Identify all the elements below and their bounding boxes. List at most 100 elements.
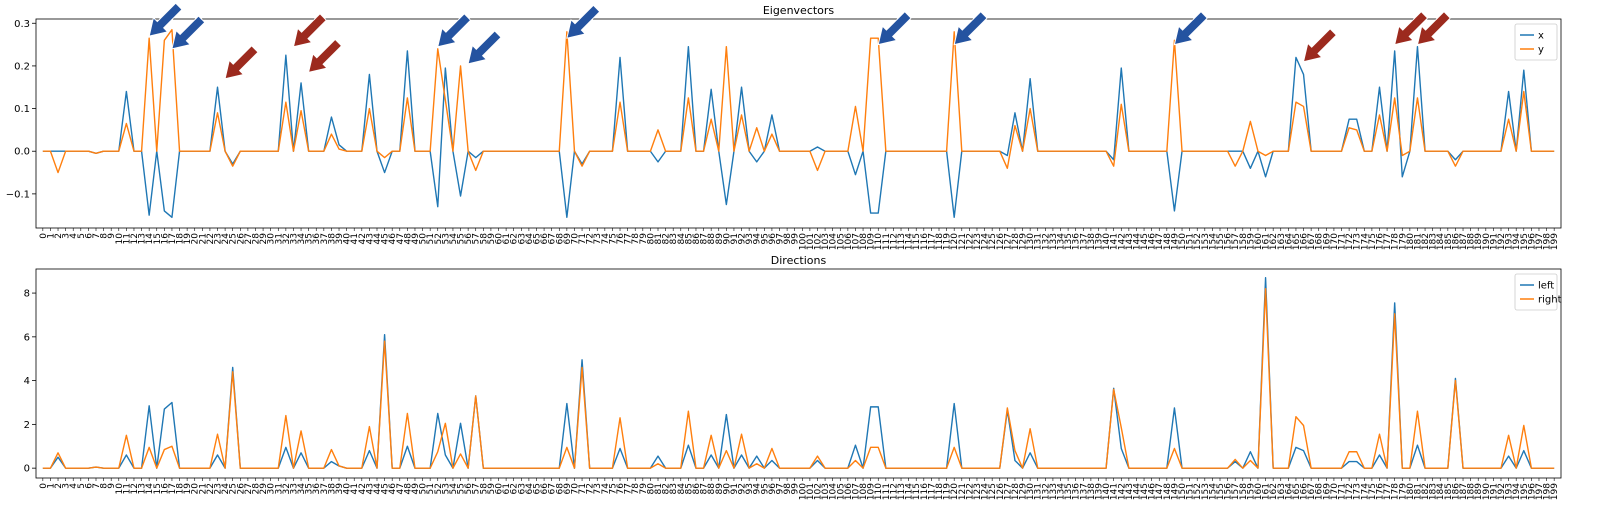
x-tick-label: 39 xyxy=(335,483,345,495)
x-tick-label: 78 xyxy=(631,483,641,495)
x-tick-label: 128 xyxy=(1011,483,1021,500)
x-tick-label: 82 xyxy=(662,483,672,494)
x-tick-label: 134 xyxy=(1057,483,1067,500)
x-tick-label: 155 xyxy=(1216,233,1226,250)
x-tick-label: 31 xyxy=(274,483,284,494)
x-tick-label: 171 xyxy=(1338,483,1348,500)
x-tick-label: 166 xyxy=(1300,483,1310,500)
x-tick-label: 20 xyxy=(191,233,201,245)
x-tick-label: 113 xyxy=(897,233,907,250)
x-tick-label: 48 xyxy=(403,233,413,245)
x-tick-label: 92 xyxy=(738,483,748,494)
legend-label: right xyxy=(1538,295,1562,306)
x-tick-label: 118 xyxy=(935,483,945,500)
x-tick-label: 158 xyxy=(1239,483,1249,500)
x-tick-label: 117 xyxy=(927,483,937,500)
x-tick-label: 77 xyxy=(624,483,634,494)
x-tick-label: 7 xyxy=(92,483,102,489)
x-tick-label: 51 xyxy=(426,483,436,494)
x-tick-label: 130 xyxy=(1026,233,1036,250)
x-tick-label: 81 xyxy=(654,483,664,494)
x-tick-label: 160 xyxy=(1254,233,1264,250)
x-tick-label: 181 xyxy=(1413,233,1423,250)
x-tick-label: 185 xyxy=(1444,483,1454,500)
x-tick-label: 8 xyxy=(100,233,110,239)
x-tick-label: 145 xyxy=(1140,233,1150,250)
legend: xy xyxy=(1514,23,1558,61)
x-tick-label: 162 xyxy=(1269,483,1279,500)
x-tick-label: 68 xyxy=(555,233,565,245)
x-tick-label: 110 xyxy=(874,233,884,250)
x-tick-label: 85 xyxy=(684,233,694,244)
x-tick-label: 146 xyxy=(1148,483,1158,500)
x-tick-label: 114 xyxy=(905,483,915,500)
annotation-arrow xyxy=(1302,28,1338,63)
x-tick-label: 14 xyxy=(145,233,155,245)
x-tick-label: 75 xyxy=(608,233,618,244)
x-tick-label: 42 xyxy=(358,233,368,244)
x-tick-label: 30 xyxy=(267,483,277,495)
x-tick-label: 121 xyxy=(958,483,968,500)
x-tick-label: 137 xyxy=(1079,233,1089,250)
x-tick-label: 199 xyxy=(1550,483,1560,500)
x-tick-label: 196 xyxy=(1527,233,1537,250)
x-tick-label: 17 xyxy=(168,233,178,244)
x-tick-label: 45 xyxy=(381,233,391,244)
x-tick-label: 44 xyxy=(373,483,383,495)
x-tick-label: 12 xyxy=(130,483,140,494)
x-tick-label: 3 xyxy=(62,483,72,489)
x-tick-label: 93 xyxy=(745,483,755,494)
y-tick-label: 0.0 xyxy=(14,147,30,158)
eigenvectors-panel: Eigenvectors−0.10.00.10.20.3012345678910… xyxy=(6,2,1562,250)
x-tick-label: 153 xyxy=(1201,233,1211,250)
x-tick-label: 2 xyxy=(54,233,64,239)
x-tick-label: 18 xyxy=(176,233,186,245)
y-tick-label: 0.2 xyxy=(14,61,30,72)
x-tick-label: 192 xyxy=(1497,233,1507,250)
x-tick-label: 100 xyxy=(798,483,808,500)
x-tick-label: 119 xyxy=(943,483,953,500)
y-tick-label: 2 xyxy=(24,420,30,431)
x-tick-label: 5 xyxy=(77,233,87,239)
x-tick-label: 94 xyxy=(753,233,763,245)
x-tick-label: 86 xyxy=(692,483,702,495)
x-tick-label: 94 xyxy=(753,483,763,495)
x-tick-label: 173 xyxy=(1353,233,1363,250)
chart-title: Directions xyxy=(771,254,827,267)
x-tick-label: 176 xyxy=(1375,233,1385,250)
x-tick-label: 38 xyxy=(327,483,337,495)
x-tick-label: 184 xyxy=(1436,483,1446,500)
x-tick-label: 19 xyxy=(183,483,193,495)
x-tick-label: 99 xyxy=(791,483,801,495)
x-tick-label: 131 xyxy=(1034,233,1044,250)
annotation-arrow xyxy=(566,4,601,39)
x-tick-label: 1 xyxy=(46,483,56,489)
x-tick-label: 161 xyxy=(1262,233,1272,250)
annotation-arrow xyxy=(307,38,343,73)
x-tick-label: 102 xyxy=(813,483,823,500)
x-tick-label: 2 xyxy=(54,483,64,489)
x-tick-label: 120 xyxy=(950,483,960,500)
x-tick-label: 29 xyxy=(259,233,269,245)
x-tick-label: 83 xyxy=(669,233,679,244)
x-tick-label: 13 xyxy=(138,483,148,494)
x-tick-label: 33 xyxy=(289,233,299,244)
series-line-right xyxy=(42,288,1555,469)
x-tick-label: 179 xyxy=(1398,233,1408,250)
x-tick-label: 69 xyxy=(563,483,573,495)
x-tick-label: 72 xyxy=(586,233,596,244)
x-tick-label: 12 xyxy=(130,233,140,244)
x-tick-label: 15 xyxy=(153,483,163,494)
x-tick-label: 130 xyxy=(1026,483,1036,500)
x-tick-label: 54 xyxy=(449,483,459,495)
x-tick-label: 74 xyxy=(601,233,611,245)
x-tick-label: 60 xyxy=(495,233,505,245)
x-tick-label: 87 xyxy=(700,233,710,244)
x-tick-label: 196 xyxy=(1527,483,1537,500)
x-tick-label: 160 xyxy=(1254,483,1264,500)
x-tick-label: 23 xyxy=(214,483,224,494)
x-tick-label: 92 xyxy=(738,233,748,244)
y-tick-label: 0.1 xyxy=(14,104,30,115)
x-tick-label: 199 xyxy=(1550,233,1560,250)
x-tick-label: 41 xyxy=(350,233,360,244)
